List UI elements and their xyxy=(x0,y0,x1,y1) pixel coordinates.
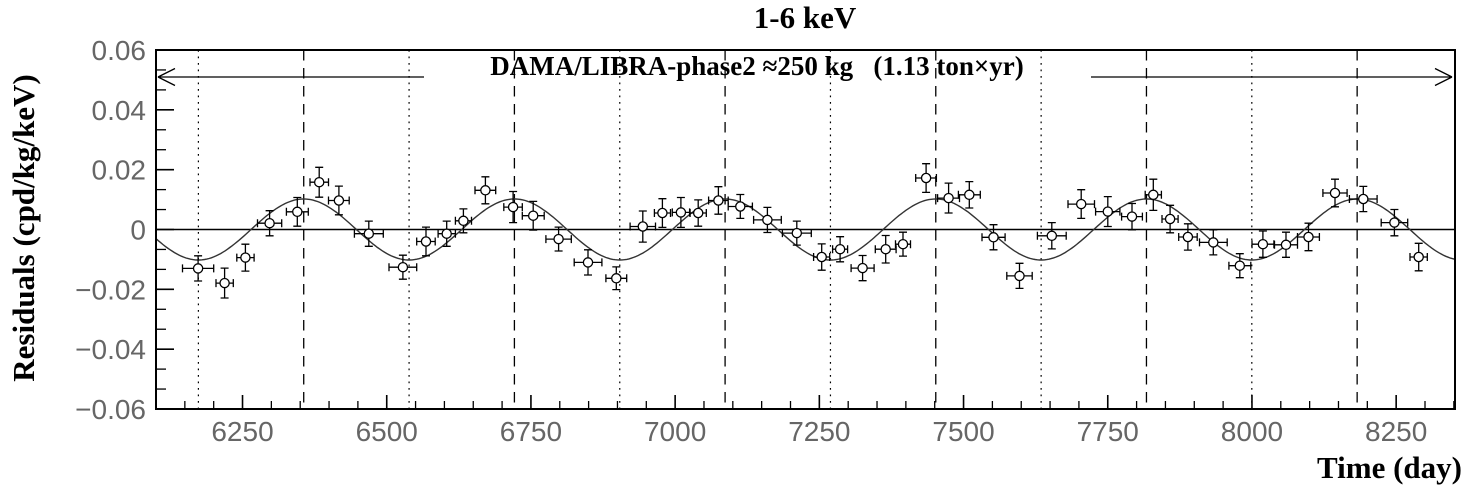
data-point xyxy=(264,217,275,229)
data-point xyxy=(657,207,668,219)
data-point xyxy=(363,228,375,239)
data-point xyxy=(420,236,432,247)
data-point xyxy=(791,227,803,239)
data-point xyxy=(1234,260,1246,271)
data-point xyxy=(857,262,868,274)
data-point xyxy=(735,201,746,212)
chart-title: 1-6 keV xyxy=(753,0,857,35)
data-point xyxy=(637,221,649,232)
tick-label: 6250 xyxy=(211,416,273,447)
tick-label: 6750 xyxy=(500,416,562,447)
data-point xyxy=(1208,237,1219,248)
data-point xyxy=(527,210,539,221)
data-point xyxy=(1075,198,1087,210)
data-point xyxy=(611,273,622,284)
tick-labels: 6250 6500 6750 7000 7250 7500 7750 8000 8250 0.06… xyxy=(75,35,1427,447)
tick-label: 7750 xyxy=(1077,416,1139,447)
tick-label: −0.02 xyxy=(75,274,146,305)
tick-label: 0 xyxy=(130,215,146,246)
data-point xyxy=(1280,239,1292,251)
tick-label: 8000 xyxy=(1221,416,1283,447)
data-point xyxy=(816,251,827,263)
data-point xyxy=(964,189,975,201)
data-point xyxy=(1164,213,1176,225)
annotation-arrows xyxy=(157,67,1453,87)
data-point xyxy=(897,238,909,250)
data-point xyxy=(1182,231,1194,243)
tick-label: −0.04 xyxy=(75,334,146,365)
data-point xyxy=(1148,189,1159,201)
data-point xyxy=(1358,193,1369,205)
data-point xyxy=(1413,251,1424,263)
data-point xyxy=(240,252,251,263)
data-point xyxy=(1046,230,1058,242)
axis-ticks xyxy=(156,49,1455,410)
data-point xyxy=(313,176,325,188)
data-point xyxy=(553,233,564,245)
data-point xyxy=(713,195,724,206)
vertical-guide-lines xyxy=(197,50,1358,409)
data-point xyxy=(675,207,687,218)
data-point xyxy=(582,257,594,268)
tick-label: 0.02 xyxy=(92,155,147,186)
data-point xyxy=(333,195,345,206)
exposure-annotation: DAMA/LIBRA-phase2 ≈250 kg (1.13 ton×yr) xyxy=(490,51,1024,81)
tick-label: −0.06 xyxy=(75,394,146,425)
right-arrow xyxy=(1091,67,1453,87)
tick-label: 0.04 xyxy=(92,95,147,126)
tick-label: 7500 xyxy=(932,416,994,447)
data-point xyxy=(192,263,204,274)
fit-curve xyxy=(155,198,1456,261)
data-point xyxy=(943,192,954,204)
data-point xyxy=(920,172,932,184)
data-point xyxy=(1257,238,1269,250)
tick-label: 6500 xyxy=(356,416,418,447)
tick-label: 8250 xyxy=(1365,416,1427,447)
data-points xyxy=(181,163,1428,299)
data-point xyxy=(1329,187,1341,199)
data-point xyxy=(880,243,891,255)
data-point xyxy=(1014,270,1025,282)
data-point xyxy=(1102,206,1114,217)
data-point xyxy=(507,201,519,213)
data-point xyxy=(480,185,491,196)
x-axis-label: Time (day) xyxy=(1317,450,1462,485)
data-point xyxy=(1126,211,1138,222)
data-point xyxy=(458,215,469,227)
data-point xyxy=(988,232,999,243)
tick-label: 0.06 xyxy=(92,35,147,66)
tick-label: 7000 xyxy=(644,416,706,447)
data-point xyxy=(692,207,704,219)
y-axis-label: Residuals (cpd/kg/keV) xyxy=(6,74,41,382)
data-point xyxy=(834,243,846,255)
data-point xyxy=(1303,231,1314,243)
data-point xyxy=(1389,217,1400,228)
data-point xyxy=(397,261,409,273)
data-point xyxy=(762,214,773,226)
data-point xyxy=(441,228,452,239)
data-point xyxy=(219,277,230,289)
left-arrow xyxy=(157,67,424,87)
data-point xyxy=(292,206,303,218)
tick-label: 7250 xyxy=(788,416,850,447)
